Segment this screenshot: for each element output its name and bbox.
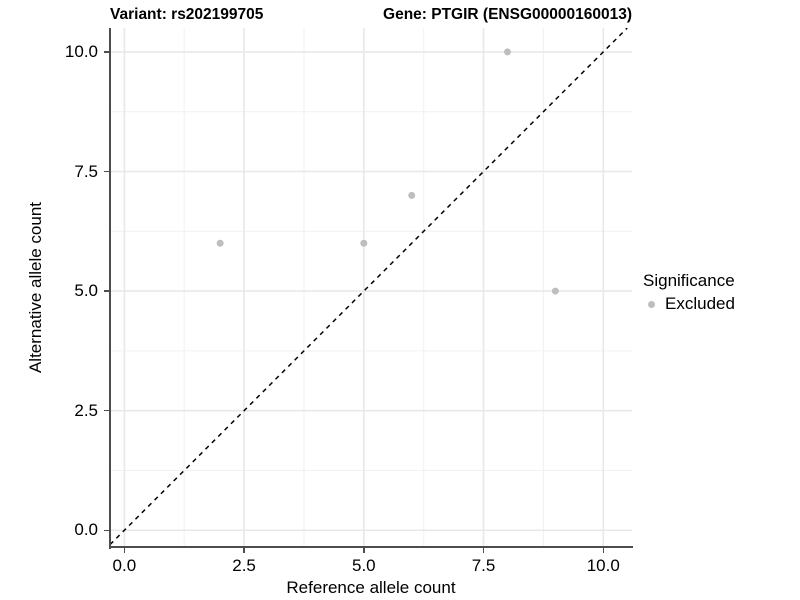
- x-tick-label: 2.5: [232, 556, 256, 575]
- legend-entry: Excluded: [643, 293, 798, 315]
- data-point: [551, 287, 559, 295]
- x-tick-label: 0.0: [112, 556, 137, 575]
- legend-title: Significance: [643, 271, 735, 290]
- variant-title: Variant: rs202199705: [110, 6, 264, 23]
- data-points-layer: [216, 48, 559, 295]
- y-tick-mark: [104, 170, 109, 173]
- y-tick-mark: [104, 290, 109, 292]
- data-point: [503, 48, 511, 56]
- gene-title: Gene: PTGIR (ENSG00000160013): [383, 6, 632, 23]
- plot-panel: [110, 28, 632, 547]
- major-gridlines: [110, 28, 632, 547]
- x-tick-label: 10.0: [586, 556, 620, 575]
- x-axis-title: Reference allele count: [286, 578, 456, 597]
- y-tick-label: 10.0: [64, 41, 98, 61]
- y-tick-mark: [104, 529, 109, 531]
- data-point: [216, 239, 224, 247]
- plot-title-row: Variant: rs202199705 Gene: PTGIR (ENSG00…: [110, 2, 632, 28]
- y-tick-mark: [104, 51, 109, 53]
- x-axis-line: [109, 546, 633, 548]
- x-tick-label: 5.0: [351, 556, 376, 575]
- x-tick-mark: [482, 548, 485, 553]
- y-tick-mark: [104, 409, 109, 412]
- legend-entries: Excluded: [643, 293, 798, 315]
- y-tick-label: 5.0: [74, 281, 98, 301]
- y-axis-line: [109, 28, 111, 549]
- y-tick-label: 0.0: [74, 520, 98, 540]
- x-tick-mark: [602, 548, 604, 553]
- data-point: [408, 191, 416, 199]
- y-tick-label: 2.5: [74, 400, 98, 420]
- minor-gridlines: [110, 28, 632, 547]
- x-tick-label: 7.5: [471, 556, 496, 575]
- x-tick-mark: [243, 548, 245, 553]
- legend-dot-icon: [647, 300, 655, 308]
- y-axis-title: Alternative allele count: [26, 201, 45, 374]
- data-point: [360, 239, 368, 247]
- legend: Significance Excluded: [643, 270, 798, 315]
- x-tick-mark: [123, 548, 126, 553]
- legend-label: Excluded: [665, 294, 735, 313]
- legend-key: [643, 296, 659, 312]
- plot-panel-canvas: [110, 28, 632, 547]
- diagonal-reference-line: [110, 28, 628, 546]
- y-tick-label: 7.5: [74, 161, 98, 181]
- x-tick-mark: [363, 548, 365, 553]
